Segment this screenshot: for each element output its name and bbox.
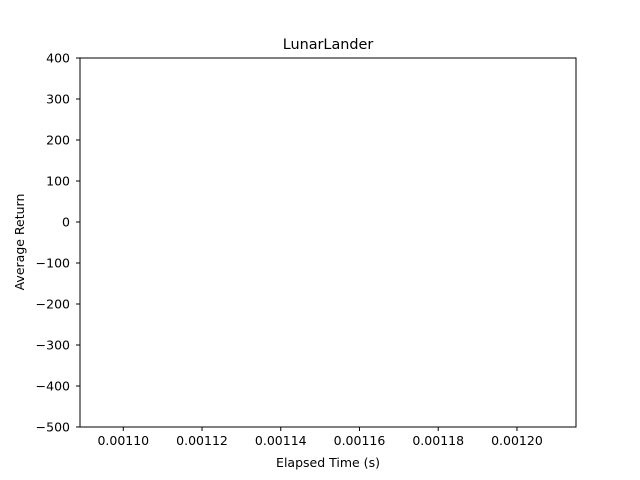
x-tick-label: 0.00112 [176, 433, 228, 448]
y-tick-label: 100 [46, 174, 70, 189]
y-tick-label: −100 [36, 256, 70, 271]
chart-title: LunarLander [283, 37, 374, 53]
plot-area-frame [79, 57, 577, 428]
x-axis-label: Elapsed Time (s) [276, 455, 380, 470]
y-axis-ticks: 400 300 200 100 0 −100 −200 −300 −400 −500 [36, 51, 80, 435]
y-tick-label: −300 [36, 338, 70, 353]
y-tick-label: 400 [46, 51, 70, 66]
y-tick-label: −200 [36, 297, 70, 312]
x-tick-label: 0.00110 [97, 433, 149, 448]
y-tick-label: 200 [46, 133, 70, 148]
y-tick-label: −500 [36, 420, 70, 435]
x-tick-label: 0.00114 [255, 433, 307, 448]
y-tick-label: 300 [46, 92, 70, 107]
y-axis-label: Average Return [12, 194, 27, 291]
x-axis-ticks: 0.00110 0.00112 0.00114 0.00116 0.00118 0.001… [97, 427, 543, 448]
y-tick-label: −400 [36, 379, 70, 394]
x-tick-label: 0.00116 [334, 433, 386, 448]
x-tick-label: 0.00118 [412, 433, 464, 448]
y-tick-label: 0 [62, 215, 70, 230]
x-tick-label: 0.00120 [491, 433, 543, 448]
